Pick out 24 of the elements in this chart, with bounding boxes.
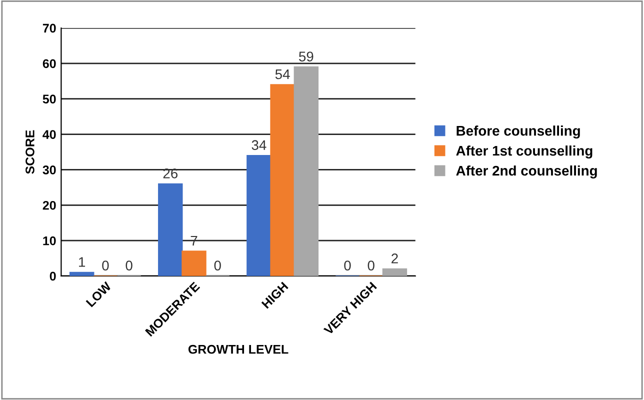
legend-label: Before counselling (456, 126, 580, 139)
data-label: 0 (344, 260, 351, 270)
data-label: 2 (392, 254, 398, 264)
y-axis-title: SCORE (26, 130, 34, 174)
x-axis-title: GROWTH LEVEL (188, 344, 288, 354)
legend-label: After 1st counselling (456, 145, 592, 159)
data-label: 1 (79, 257, 86, 267)
y-tick-label: 20 (42, 200, 56, 210)
data-label: 34 (252, 140, 266, 150)
data-label: 0 (214, 260, 221, 270)
legend-label: After 2nd counselling (456, 165, 597, 178)
data-label: 0 (102, 260, 109, 270)
data-label: 0 (368, 260, 374, 270)
data-label: 0 (126, 260, 132, 270)
y-tick-label: 0 (50, 272, 56, 281)
y-tick-label: 40 (42, 130, 56, 139)
y-tick-label: 30 (42, 166, 56, 174)
y-tick-label: 50 (42, 94, 56, 104)
data-label: 59 (299, 52, 314, 62)
y-tick-label: 70 (42, 24, 56, 33)
y-tick-label: 10 (43, 236, 56, 246)
y-tick-label: 60 (42, 59, 56, 68)
data-label: 26 (163, 168, 178, 178)
data-label: 54 (275, 69, 290, 80)
